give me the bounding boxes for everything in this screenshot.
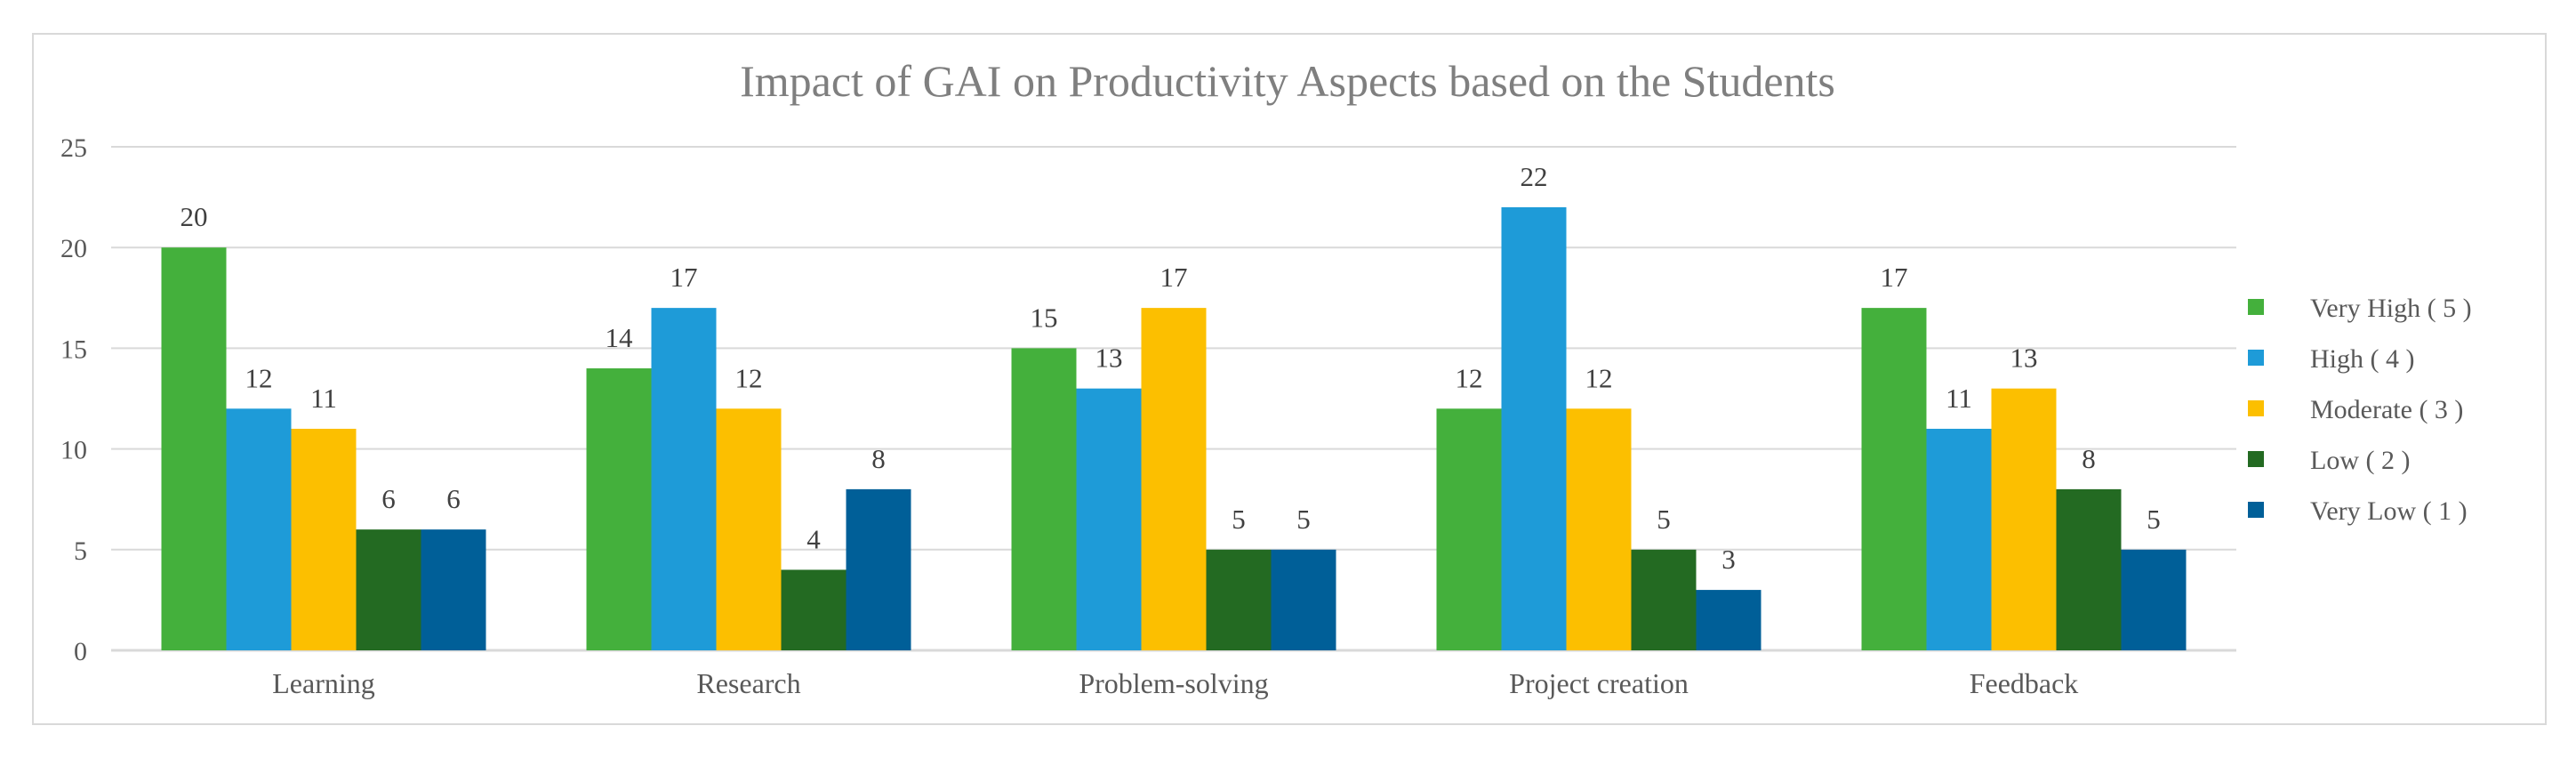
bar: [161, 247, 227, 650]
data-label: 5: [1232, 504, 1246, 535]
bar: [1436, 408, 1502, 650]
bar: [1631, 549, 1697, 650]
data-label: 14: [606, 322, 634, 353]
legend-swatch: [2248, 451, 2264, 467]
y-axis: 0 5 10 15 20 25: [60, 133, 87, 666]
data-label: 5: [1296, 504, 1311, 535]
bar: [1141, 308, 1207, 650]
x-category-label: Feedback: [1970, 667, 2079, 699]
bar: [2056, 488, 2122, 650]
data-label: 4: [807, 523, 821, 554]
legend-label: Low ( 2 ): [2310, 446, 2410, 475]
y-tick-label: 15: [60, 335, 87, 364]
bar: [1566, 408, 1632, 650]
data-labels: 20 12 11 6 6 14 17 12 4 8 15 13 17 5 5 12 22 12 5 3 17 11 13 8 5: [181, 161, 2161, 575]
data-label: 13: [1095, 343, 1123, 374]
legend-swatch: [2248, 400, 2264, 416]
data-label: 3: [1721, 544, 1736, 575]
data-label: 13: [2010, 343, 2038, 374]
y-tick-label: 10: [60, 436, 87, 465]
legend-swatch: [2248, 502, 2264, 518]
x-category-label: Problem-solving: [1079, 667, 1268, 699]
legend-label: High ( 4 ): [2310, 344, 2414, 374]
bar: [1926, 428, 1992, 650]
bar: [226, 408, 292, 650]
legend-swatch: [2248, 299, 2264, 315]
data-label: 20: [181, 201, 208, 232]
data-label: 5: [2147, 504, 2161, 535]
x-category-label: Research: [696, 667, 800, 699]
bar: [1861, 308, 1927, 650]
chart-title: Impact of GAI on Productivity Aspects ba…: [740, 56, 1835, 106]
data-label: 12: [245, 362, 273, 393]
bar: [1696, 590, 1761, 650]
data-label: 8: [2082, 443, 2096, 474]
data-label: 17: [1160, 262, 1188, 293]
bar: [356, 529, 421, 650]
y-tick-label: 0: [74, 637, 87, 666]
bar: [1206, 549, 1272, 650]
legend: Very High ( 5 ) High ( 4 ) Moderate ( 3 ) L…: [2248, 294, 2472, 526]
bar: [586, 368, 652, 650]
data-label: 22: [1521, 161, 1548, 192]
x-axis: Learning Research Problem-solving Project c…: [272, 667, 2078, 699]
y-tick-label: 25: [60, 133, 87, 163]
legend-swatch: [2248, 350, 2264, 366]
bar: [1011, 348, 1077, 650]
bar: [716, 408, 782, 650]
data-label: 12: [735, 362, 763, 393]
bar: [651, 308, 717, 650]
data-label: 6: [446, 483, 461, 514]
data-label: 17: [670, 262, 698, 293]
bar: [2121, 549, 2187, 650]
bar: [846, 488, 911, 650]
x-category-label: Learning: [272, 667, 375, 699]
bar: [1271, 549, 1336, 650]
data-label: 6: [381, 483, 396, 514]
bars: [161, 206, 2187, 651]
data-label: 11: [1946, 383, 1972, 414]
data-label: 12: [1456, 362, 1483, 393]
data-label: 11: [310, 383, 337, 414]
bar: [421, 529, 486, 650]
legend-label: Very Low ( 1 ): [2310, 496, 2468, 526]
legend-label: Moderate ( 3 ): [2310, 395, 2463, 424]
bar: [1076, 388, 1142, 650]
y-tick-label: 5: [74, 536, 87, 566]
bar: [1991, 388, 2057, 650]
x-category-label: Project creation: [1509, 667, 1689, 699]
data-label: 17: [1881, 262, 1908, 293]
legend-label: Very High ( 5 ): [2310, 294, 2472, 323]
data-label: 15: [1031, 302, 1058, 333]
bar: [1501, 206, 1567, 651]
y-tick-label: 20: [60, 234, 87, 263]
bar: [781, 569, 847, 650]
data-label: 12: [1585, 362, 1613, 393]
data-label: 8: [871, 443, 886, 474]
data-label: 5: [1657, 504, 1671, 535]
bar: [291, 428, 357, 650]
